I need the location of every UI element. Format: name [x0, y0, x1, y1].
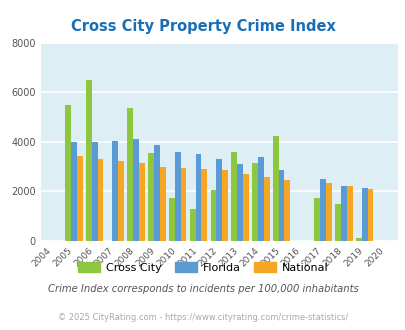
- Bar: [334, 204, 340, 241]
- Bar: [133, 139, 139, 241]
- Bar: [284, 180, 290, 241]
- Bar: [313, 198, 320, 241]
- Bar: [112, 141, 118, 241]
- Bar: [86, 80, 92, 241]
- Bar: [139, 163, 145, 241]
- Legend: Cross City, Florida, National: Cross City, Florida, National: [73, 258, 332, 278]
- Text: Crime Index corresponds to incidents per 100,000 inhabitants: Crime Index corresponds to incidents per…: [47, 284, 358, 294]
- Bar: [231, 152, 237, 241]
- Bar: [367, 189, 373, 241]
- Bar: [210, 190, 216, 241]
- Bar: [361, 188, 367, 241]
- Bar: [127, 109, 133, 241]
- Bar: [355, 238, 361, 241]
- Bar: [97, 159, 103, 241]
- Bar: [175, 152, 180, 241]
- Bar: [189, 209, 195, 241]
- Bar: [325, 183, 331, 241]
- Bar: [320, 179, 325, 241]
- Bar: [65, 105, 71, 241]
- Text: © 2025 CityRating.com - https://www.cityrating.com/crime-statistics/: © 2025 CityRating.com - https://www.city…: [58, 313, 347, 322]
- Bar: [168, 198, 175, 241]
- Bar: [216, 159, 222, 241]
- Bar: [71, 142, 77, 241]
- Bar: [160, 167, 165, 241]
- Bar: [118, 161, 124, 241]
- Bar: [272, 136, 278, 241]
- Bar: [77, 156, 82, 241]
- Bar: [340, 186, 346, 241]
- Bar: [222, 170, 227, 241]
- Bar: [252, 163, 257, 241]
- Bar: [263, 177, 269, 241]
- Text: Cross City Property Crime Index: Cross City Property Crime Index: [70, 19, 335, 34]
- Bar: [153, 145, 160, 241]
- Bar: [180, 168, 186, 241]
- Bar: [148, 152, 153, 241]
- Bar: [278, 170, 284, 241]
- Bar: [346, 186, 352, 241]
- Bar: [195, 153, 201, 241]
- Bar: [92, 143, 97, 241]
- Bar: [257, 157, 263, 241]
- Bar: [201, 169, 207, 241]
- Bar: [242, 174, 248, 241]
- Bar: [237, 164, 242, 241]
